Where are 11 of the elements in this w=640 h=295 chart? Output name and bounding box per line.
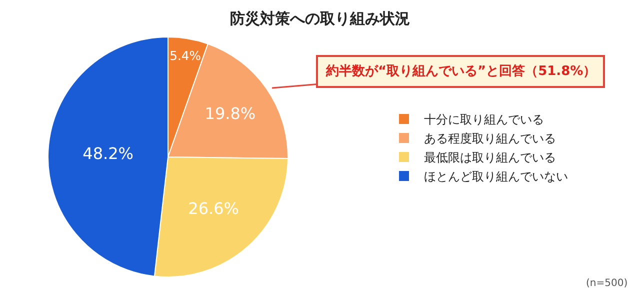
data-label: 48.2% [82,144,134,164]
data-label: 19.8% [204,104,256,124]
data-label: 26.6% [188,199,239,218]
data-label: 5.4% [170,49,202,64]
text: (n=500) [586,278,628,289]
legend-label: ある程度取り組んでいる [424,132,556,146]
chart-title: 防災対策への取り組み状況 [230,9,410,28]
legend-label: 十分に取り組んでいる [424,112,544,127]
text: 約半数が“取り組んでいる”と回答（51.8%） [325,64,596,79]
legend-label: ほとんど取り組んでいない [424,170,568,184]
legend-label: 最低限は取り組んでいる [424,150,556,165]
